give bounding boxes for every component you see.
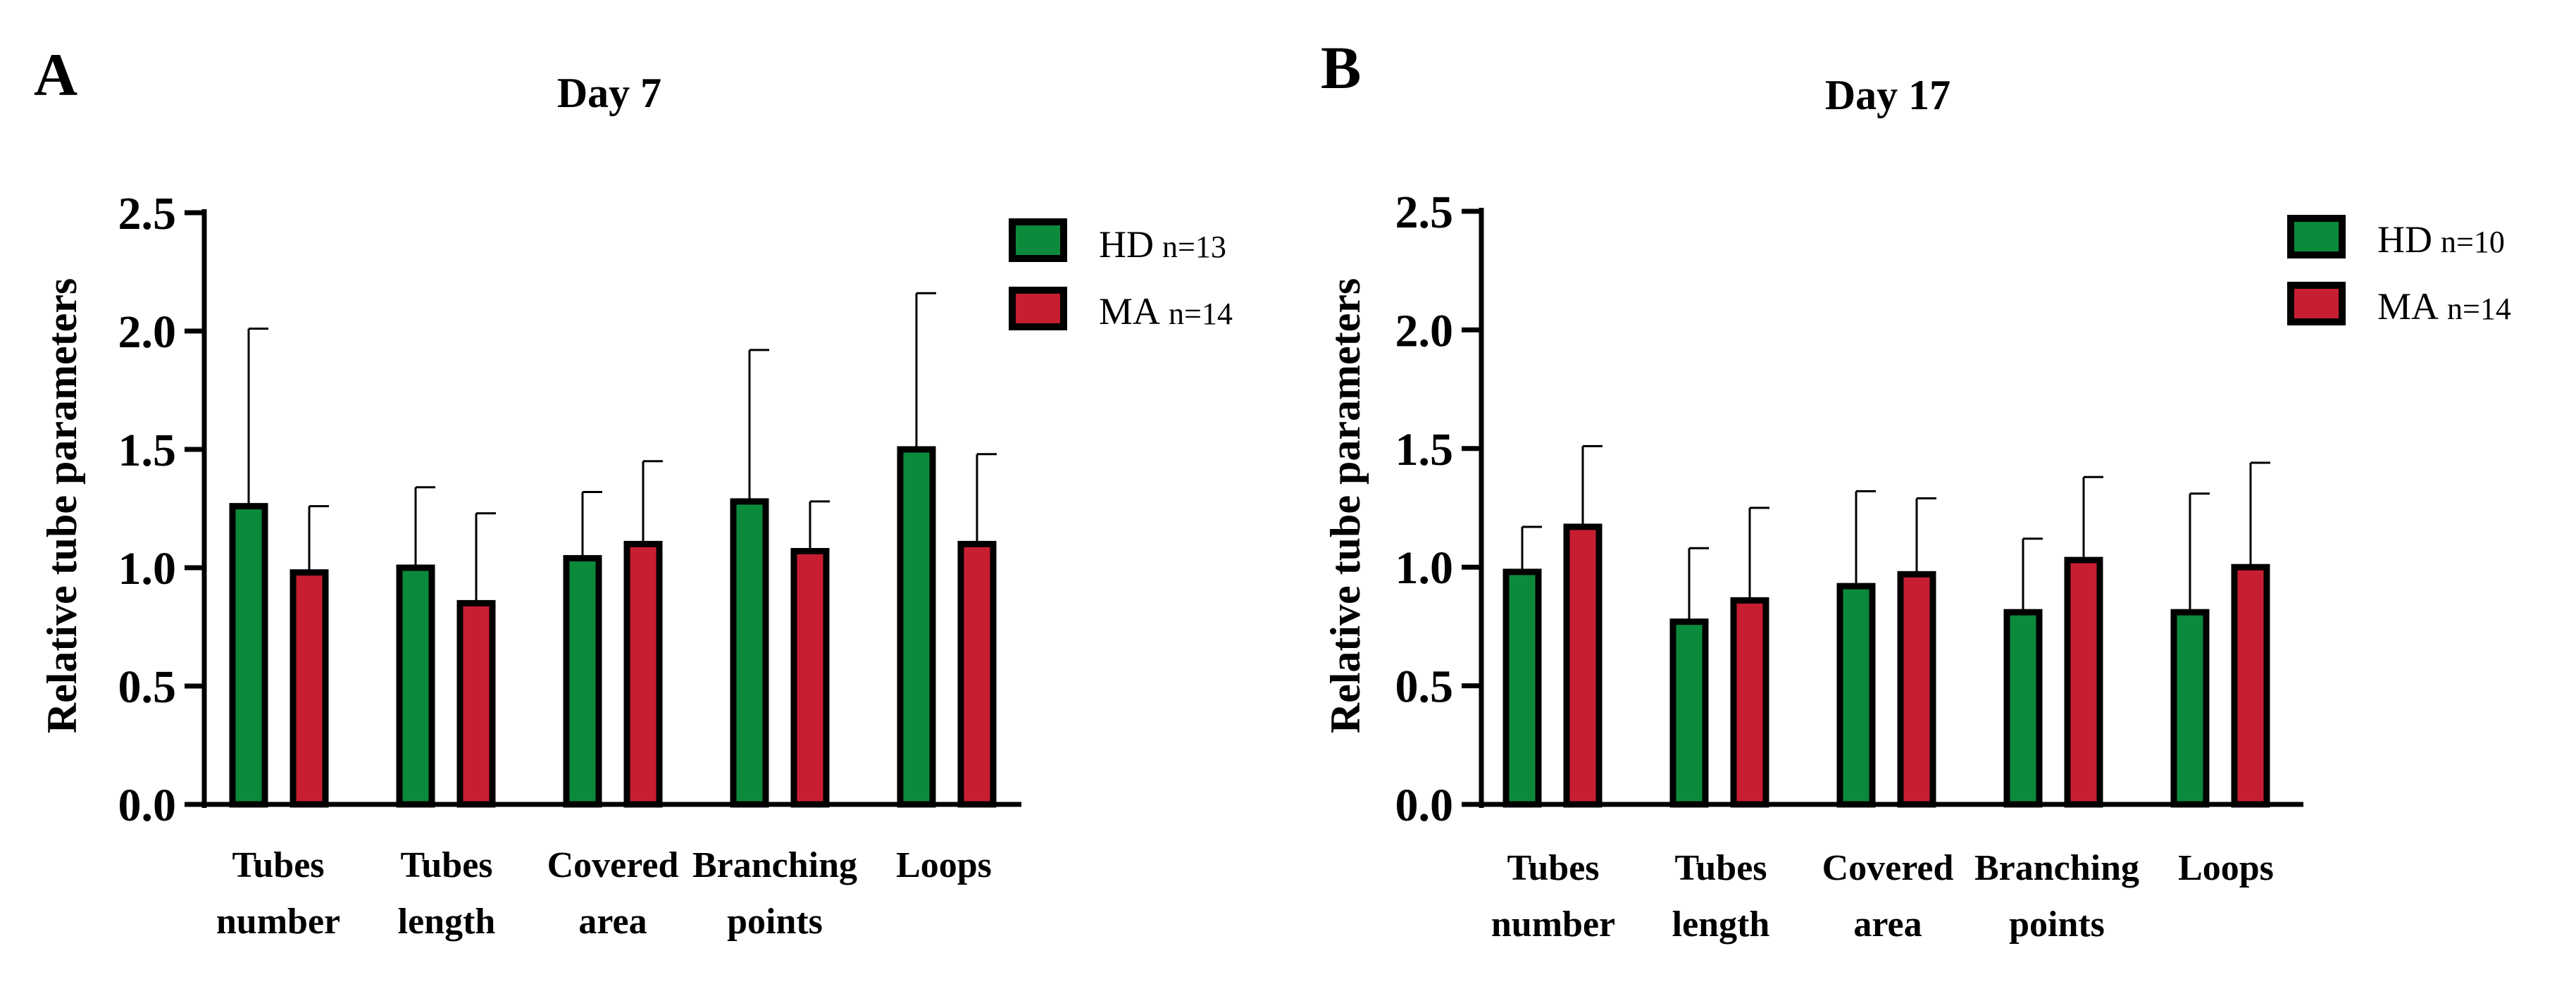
bar-ma-3-a <box>790 547 830 808</box>
legend-n-hd-b: n=10 <box>2441 225 2505 259</box>
legend-n-hd-a: n=13 <box>1162 230 1226 264</box>
x-tick-label-0-0-a: Tubes <box>232 845 324 885</box>
bar-ma-1-a <box>456 599 496 808</box>
y-tick-label-b: 2.0 <box>1395 305 1454 356</box>
bar-hd-0-a <box>229 503 268 808</box>
plot-area-a: 0.0 0.5 1.0 1.5 2.0 2.5 Tubes number Tubes length… <box>118 188 1021 942</box>
y-axis-label-a: Relative tube parameters <box>39 278 85 733</box>
bar-ma-3-b <box>2064 556 2103 808</box>
x-tick-label-2-1-b: area <box>1853 904 1922 945</box>
x-tick-label-0-1-a: number <box>216 902 340 942</box>
bar-ma-4-a <box>957 540 997 808</box>
x-tick-label-0-0-b: Tubes <box>1507 848 1599 888</box>
y-tick-label-a: 0.5 <box>118 661 177 713</box>
svg-text:HDn=10: HD n=10 <box>2377 218 2505 261</box>
x-tick-label-3-0-a: Branching <box>692 845 857 885</box>
bar-ma-2-a <box>623 540 663 808</box>
bar-hd-2-b <box>1836 583 1876 808</box>
legend-label-ma-a: MA <box>1099 290 1160 332</box>
legend-label-hd-a: HD <box>1099 223 1154 266</box>
plot-area-b: 0.0 0.5 1.0 1.5 2.0 2.5 Tubes number Tubes length… <box>1395 187 2303 945</box>
svg-text:MAn=14: MA n=14 <box>2377 285 2511 328</box>
y-tick-label-b: 1.0 <box>1395 542 1454 594</box>
bar-hd-0-b <box>1502 568 1542 808</box>
x-tick-label-1-1-b: length <box>1672 904 1770 945</box>
bar-hd-3-b <box>2003 609 2043 808</box>
bar-hd-3-a <box>730 498 769 808</box>
legend-n-ma-a: n=14 <box>1169 297 1233 331</box>
x-tick-label-1-1-a: length <box>398 902 496 942</box>
y-axis-label-b: Relative tube parameters <box>1322 278 1369 733</box>
y-tick-label-a: 2.0 <box>118 306 177 358</box>
y-tick-label-a: 0.0 <box>118 780 177 831</box>
legend-b: HD n=10 MA n=14 <box>2287 215 2511 328</box>
x-tick-label-3-1-b: points <box>2009 904 2105 945</box>
y-tick-label-a: 1.0 <box>118 543 177 594</box>
bar-ma-4-b <box>2231 563 2270 808</box>
bar-hd-4-b <box>2170 609 2210 808</box>
bar-ma-1-b <box>1730 597 1769 808</box>
y-tick-label-b: 2.5 <box>1395 187 1454 238</box>
chart-title-a: Day 7 <box>557 70 661 116</box>
x-tick-label-4-0-a: Loops <box>896 845 992 885</box>
y-tick-label-a: 2.5 <box>118 188 177 239</box>
x-tick-label-4-0-b: Loops <box>2178 848 2274 888</box>
legend-swatch-hd-a <box>1009 218 1067 262</box>
x-tick-label-2-1-a: area <box>578 902 647 942</box>
legend-swatch-hd-b <box>2287 215 2346 259</box>
bar-hd-1-b <box>1669 618 1709 808</box>
bar-hd-2-a <box>563 555 602 808</box>
panel-b: B Day 17 Relative tube parameters 0.0 0.5… <box>1321 34 2511 945</box>
bar-ma-0-b <box>1563 523 1603 808</box>
svg-text:MAn=14: MA n=14 <box>1099 290 1233 332</box>
bar-hd-4-a <box>897 446 936 808</box>
y-tick-label-b: 0.0 <box>1395 780 1454 831</box>
svg-text:HDn=13: HD n=13 <box>1099 223 1226 266</box>
x-tick-label-1-0-a: Tubes <box>400 845 492 885</box>
x-tick-label-3-1-a: points <box>727 902 823 942</box>
legend-swatch-ma-b <box>2287 282 2346 325</box>
bar-ma-2-b <box>1897 571 1936 808</box>
y-tick-label-b: 0.5 <box>1395 661 1454 713</box>
y-tick-label-a: 1.5 <box>118 425 177 476</box>
legend-label-hd-b: HD <box>2377 218 2432 261</box>
legend-swatch-ma-a <box>1009 287 1067 330</box>
x-tick-label-1-0-b: Tubes <box>1674 848 1767 888</box>
panel-letter-b: B <box>1321 34 1361 101</box>
legend-label-ma-b: MA <box>2377 285 2439 328</box>
legend-n-ma-b: n=14 <box>2447 292 2511 326</box>
x-tick-label-3-0-b: Branching <box>1974 848 2139 888</box>
bar-hd-1-a <box>396 564 435 808</box>
y-tick-label-b: 1.5 <box>1395 424 1454 475</box>
chart-title-b: Day 17 <box>1825 72 1950 118</box>
legend-a: HD n=13 MA n=14 <box>1009 218 1233 332</box>
x-tick-label-2-0-b: Covered <box>1822 848 1954 888</box>
panel-a: A Day 7 Relative tube parameters 0.0 0.5 1… <box>34 41 1233 942</box>
panel-letter-a: A <box>34 41 77 108</box>
x-tick-label-0-1-b: number <box>1491 904 1615 945</box>
bar-ma-0-a <box>290 569 329 808</box>
x-tick-label-2-0-a: Covered <box>547 845 679 885</box>
